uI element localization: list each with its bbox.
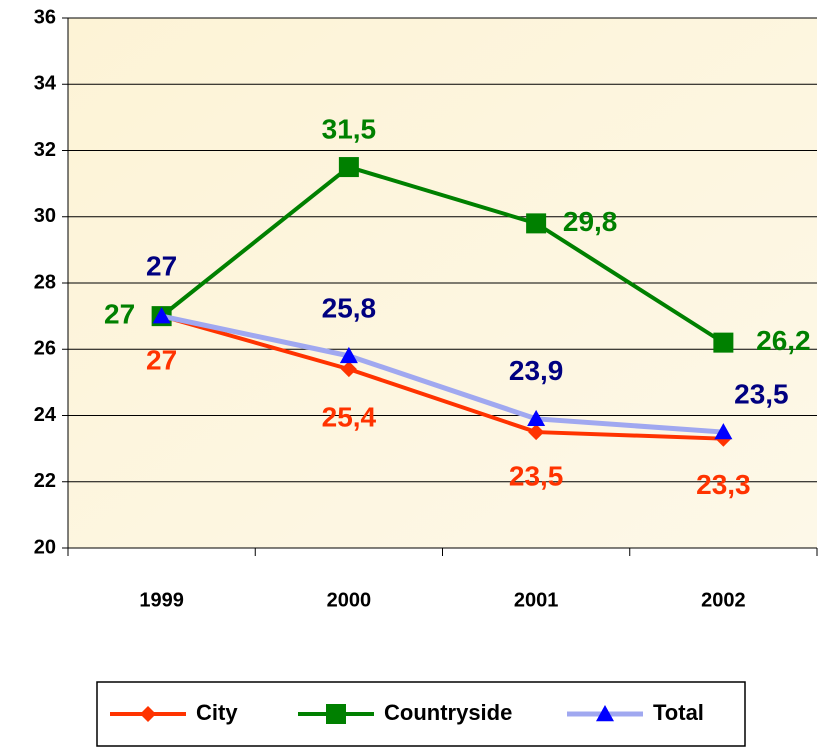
y-tick-label: 20 <box>34 536 56 558</box>
marker <box>714 423 733 440</box>
marker <box>340 361 357 378</box>
data-label: 27 <box>146 345 177 376</box>
data-label: 26,2 <box>756 325 811 356</box>
y-tick-label: 22 <box>34 470 56 492</box>
data-label: 23,5 <box>734 378 789 409</box>
series-line <box>161 313 724 435</box>
marker <box>338 157 359 178</box>
x-tick-label: 1999 <box>139 589 184 611</box>
marker <box>326 704 346 724</box>
y-tick-label: 24 <box>34 404 57 426</box>
data-label: 29,8 <box>563 206 618 237</box>
data-label: 23,9 <box>509 355 564 386</box>
marker <box>339 346 358 364</box>
y-tick-label: 36 <box>34 6 56 28</box>
x-tick-label: 2000 <box>327 589 372 611</box>
legend-label: Total <box>653 700 704 725</box>
y-tick-label: 30 <box>34 205 56 227</box>
data-label: 25,4 <box>322 402 377 433</box>
marker <box>527 409 546 427</box>
marker <box>140 706 156 722</box>
series-line <box>160 165 725 345</box>
series-line <box>161 314 724 441</box>
y-tick-label: 34 <box>34 73 57 95</box>
x-tick-label: 2002 <box>701 589 746 611</box>
data-label: 23,5 <box>509 460 564 491</box>
x-tick-label: 2001 <box>514 589 559 611</box>
data-label: 23,3 <box>696 469 751 500</box>
data-label: 25,8 <box>322 292 377 323</box>
marker <box>596 705 614 722</box>
data-label: 27 <box>104 299 135 330</box>
data-label: 27 <box>146 251 177 282</box>
y-tick-label: 32 <box>34 139 56 161</box>
y-tick-label: 26 <box>34 338 56 360</box>
marker <box>713 332 734 353</box>
marker <box>526 213 547 234</box>
legend-label: Countryside <box>384 700 512 725</box>
marker <box>528 424 545 441</box>
marker <box>152 307 171 324</box>
data-label: 31,5 <box>322 113 377 144</box>
y-tick-label: 28 <box>34 271 56 293</box>
legend-label: City <box>196 700 238 725</box>
